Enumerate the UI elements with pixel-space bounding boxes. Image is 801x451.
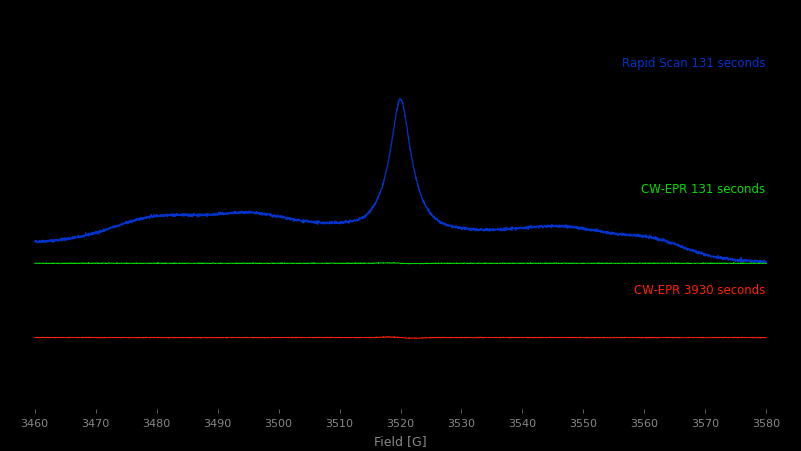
Text: Rapid Scan 131 seconds: Rapid Scan 131 seconds <box>622 57 765 70</box>
X-axis label: Field [G]: Field [G] <box>374 434 427 447</box>
Text: CW-EPR 3930 seconds: CW-EPR 3930 seconds <box>634 284 765 297</box>
Text: CW-EPR 131 seconds: CW-EPR 131 seconds <box>641 183 765 195</box>
